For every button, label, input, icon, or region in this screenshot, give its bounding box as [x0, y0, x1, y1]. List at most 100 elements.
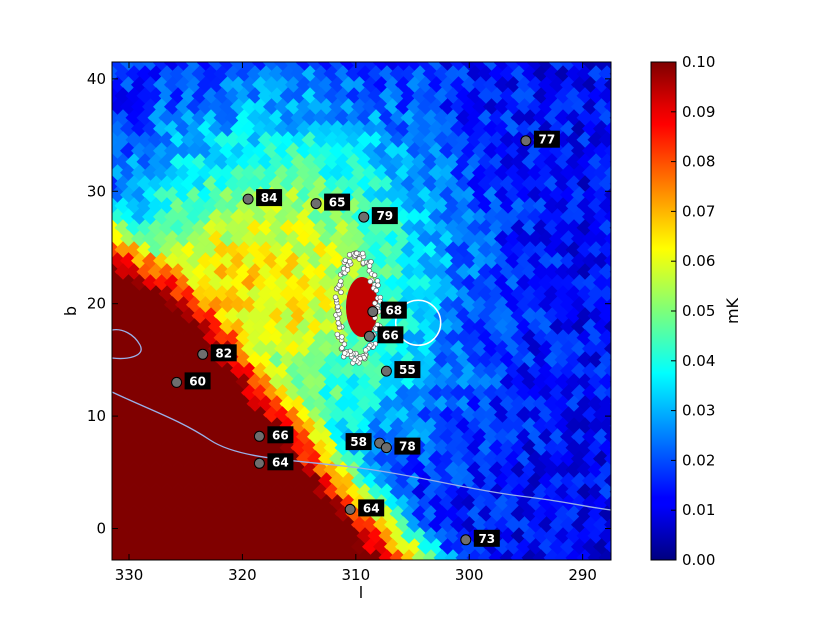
source-cluster [332, 250, 383, 366]
heatmap-cell [263, 560, 280, 577]
heatmap-cell [197, 560, 214, 577]
heatmap-cell [609, 527, 611, 545]
contour-line [112, 328, 142, 360]
heatmap-cell [467, 43, 484, 60]
heatmap-cell [615, 252, 632, 269]
source-core [346, 277, 378, 337]
colorbar-label: mK [723, 297, 742, 324]
heatmap-cell [599, 43, 616, 60]
heatmap-cell [511, 43, 528, 60]
heatmap-cell [609, 197, 611, 215]
marker-label-box [371, 207, 398, 225]
heatmap-cell [609, 109, 611, 127]
heatmap-cell [609, 505, 611, 523]
heatmap-cell [400, 549, 418, 560]
heatmap-cell [378, 549, 396, 560]
heatmap-cell [307, 560, 324, 577]
heatmap-cell [434, 43, 451, 60]
heatmap-cell [93, 219, 110, 236]
heatmap-cell [203, 43, 220, 60]
marker-label-box [533, 130, 560, 148]
heatmap-cell [356, 549, 374, 560]
heatmap-cell [615, 406, 632, 423]
heatmap-cell [554, 549, 572, 560]
marker-label-box [267, 453, 294, 471]
heatmap-cell [93, 549, 110, 566]
marker-label-box [267, 426, 294, 444]
heatmap-cell [609, 65, 611, 83]
heatmap-cell [532, 549, 550, 560]
heatmap-cell [296, 560, 313, 577]
heatmap-cell [455, 549, 473, 560]
marker-label: 78 [399, 440, 416, 454]
heatmap-cell [615, 98, 632, 115]
heatmap-cell [609, 153, 611, 171]
heatmap-cell [615, 76, 632, 93]
marker-label-box [473, 529, 500, 547]
heatmap-cell [500, 43, 517, 60]
heatmap-cell [615, 54, 632, 71]
heatmap-cell [615, 208, 632, 225]
heatmap-cell [587, 549, 605, 560]
heatmap-cell [93, 373, 110, 390]
marker-label: 64 [272, 455, 289, 469]
heatmap-cell [169, 549, 187, 560]
x-axis-label: l [359, 583, 363, 602]
heatmap-cell [213, 549, 231, 560]
colorbar-tick-label: 0.05 [682, 302, 715, 320]
marker-point [253, 430, 265, 442]
heatmap-cell [615, 516, 632, 533]
heatmap-cell [246, 549, 264, 560]
marker-label: 84 [261, 191, 278, 205]
heatmap-cell [153, 560, 170, 577]
heatmap-cell [609, 285, 611, 303]
heatmap-cell [609, 549, 611, 560]
heatmap-cell [609, 395, 611, 413]
heatmap-cell [422, 549, 440, 560]
marker-label-box [184, 372, 211, 390]
heatmap-cell [598, 549, 611, 560]
heatmap-cell [615, 230, 632, 247]
heatmap-cell [516, 560, 533, 577]
y-tick-label: 10 [87, 407, 106, 425]
source-point [335, 320, 341, 326]
heatmap-cell [93, 43, 110, 60]
heatmap-cell [609, 461, 611, 479]
colorbar-tick-label: 0.00 [682, 551, 715, 569]
source-point [367, 278, 373, 285]
heatmap-cell [367, 549, 385, 560]
heatmap-cell [115, 43, 132, 60]
x-tick-label: 320 [228, 566, 257, 584]
heatmap-cell [93, 263, 110, 280]
marker-label: 55 [399, 363, 416, 377]
marker-point [380, 365, 392, 377]
heatmap-cell [615, 274, 632, 291]
x-tick-label: 290 [568, 566, 597, 584]
heatmap-cell [615, 494, 632, 511]
marker-point [363, 330, 375, 342]
heatmap-cell [334, 549, 352, 560]
heatmap-cell [609, 175, 611, 193]
heatmap-cell [615, 450, 632, 467]
heatmap-cell [576, 549, 594, 560]
heatmap-cell [202, 549, 220, 560]
source-point [334, 331, 340, 338]
heatmap-cell [494, 560, 511, 577]
heatmap [93, 43, 632, 577]
marker-point [197, 348, 209, 360]
heatmap-cell [615, 472, 632, 489]
marker-point [380, 442, 392, 454]
colorbar-tick-label: 0.08 [682, 153, 715, 171]
heatmap-cell [609, 131, 611, 149]
heatmap-cell [566, 43, 583, 60]
heatmap-cell [483, 560, 500, 577]
heatmap-cell [565, 549, 583, 560]
heatmap-cell [615, 362, 632, 379]
heatmap-cell [148, 43, 165, 60]
source-point [360, 250, 366, 257]
heatmap-cell [114, 549, 132, 560]
heatmap-cell [577, 43, 594, 60]
source-point [332, 294, 339, 300]
heatmap-cell [180, 549, 198, 560]
contour-line [112, 391, 611, 511]
